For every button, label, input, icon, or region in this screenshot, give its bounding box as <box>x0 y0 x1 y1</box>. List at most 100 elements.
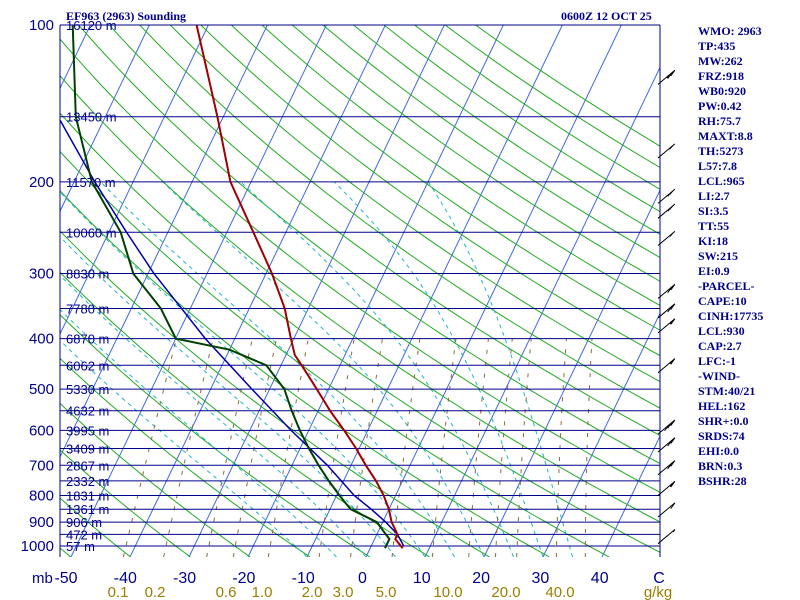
dewpoint-line <box>71 25 391 549</box>
wind-barb <box>657 419 676 435</box>
index-value: LI:2.7 <box>698 189 730 203</box>
pressure-label: 400 <box>29 331 54 348</box>
wind-barb <box>657 188 676 204</box>
index-value: TT:55 <box>698 219 730 233</box>
index-value: LCL:965 <box>698 174 745 188</box>
height-label: 3409 m <box>66 441 109 456</box>
dry-adiabat-line <box>292 25 660 282</box>
index-value: STM:40/21 <box>698 384 756 398</box>
dry-adiabat-line <box>60 112 660 553</box>
temperature-tick-label: 40 <box>591 570 609 587</box>
mixing-ratio-label: 0.6 <box>216 584 237 600</box>
height-label: 10060 m <box>66 225 117 240</box>
index-value: HEL:162 <box>698 399 746 413</box>
index-value: -WIND- <box>698 369 740 383</box>
dry-adiabat-line <box>60 150 610 557</box>
dry-adiabat-line <box>60 449 191 557</box>
index-value: SI:3.5 <box>698 204 729 218</box>
isotherm-line <box>542 312 660 557</box>
temperature-tick-label: 10 <box>413 570 431 587</box>
sounding-profiles <box>60 25 405 549</box>
parcel-trace-line <box>60 118 405 547</box>
mixing-ratio-line <box>350 338 383 557</box>
mixing-ratio-label: 2.0 <box>302 584 323 600</box>
temperature-line <box>195 25 404 549</box>
temperature-tick-label: -10 <box>292 570 315 587</box>
index-value: RH:75.7 <box>698 114 741 128</box>
index-value: PW:0.42 <box>698 99 742 113</box>
mixing-ratio-label: 3.0 <box>333 584 354 600</box>
index-value: LCL:930 <box>698 324 745 338</box>
index-value: BSHR:28 <box>698 474 747 488</box>
index-value: LFC:-1 <box>698 354 736 368</box>
pressure-label: 700 <box>29 457 54 474</box>
moist-adiabat-line <box>333 181 544 557</box>
height-label: 6062 m <box>66 358 109 373</box>
pressure-label: 1000 <box>21 538 54 555</box>
dry-adiabat-line <box>261 25 660 307</box>
dry-adiabat-line <box>230 25 660 331</box>
moist-adiabat-line <box>60 274 367 557</box>
wind-barb <box>657 69 676 85</box>
mixing-ratio-label: 40.0 <box>545 584 574 600</box>
index-value: KI:18 <box>698 234 728 248</box>
index-value: -PARCEL- <box>698 279 755 293</box>
height-label: 8830 m <box>66 267 109 282</box>
dry-adiabat-line <box>200 25 660 357</box>
mixing-ratio-line <box>206 338 253 557</box>
height-label: 13450 m <box>66 110 117 125</box>
height-label: 1361 m <box>66 502 109 517</box>
dry-adiabat-line <box>60 357 311 557</box>
temperature-tick-label: -20 <box>232 570 255 587</box>
height-label: 472 m <box>66 527 102 542</box>
index-value: EHI:0.0 <box>698 444 740 458</box>
mixing-ratio-label: g/kg <box>644 584 672 600</box>
dry-adiabat-line <box>60 402 251 557</box>
index-value: SHR+:0.0 <box>698 414 749 428</box>
dry-adiabat-line <box>108 25 660 437</box>
temperature-tick-label: 0 <box>358 570 367 587</box>
index-value: WB0:920 <box>698 84 746 98</box>
wind-barb <box>657 502 676 518</box>
indices-panel: WMO: 2963 TP:435 MW:262 FRZ:918 WB0:920 PW:0.… <box>698 24 763 489</box>
mixing-ratio-line <box>555 338 567 557</box>
moist-adiabat-line <box>60 339 308 557</box>
height-label: 57 m <box>66 539 95 554</box>
height-label: 5330 m <box>66 382 109 397</box>
isotherm-line <box>188 25 445 557</box>
index-value: TP:435 <box>698 39 736 53</box>
wind-barb <box>657 230 676 246</box>
isobar-lines <box>59 24 661 557</box>
height-label: 16120 m <box>66 18 117 33</box>
index-value: BRN:0.3 <box>698 459 743 473</box>
height-label: 906 m <box>66 515 102 530</box>
isotherm-line <box>601 435 660 557</box>
chart-title: EF963 (2963) Sounding <box>66 9 187 23</box>
dry-adiabat-line <box>60 190 550 557</box>
temperature-tick-label: -40 <box>114 570 137 587</box>
mixing-ratio-line <box>431 338 457 557</box>
mixing-ratio-line <box>232 338 277 557</box>
dry-adiabat-line <box>60 38 660 493</box>
index-value: TH:5273 <box>698 144 744 158</box>
temperature-tick-label: -30 <box>173 570 196 587</box>
height-label: 2867 m <box>66 458 109 473</box>
index-value: CAP:2.7 <box>698 339 742 353</box>
height-label: 1831 m <box>66 488 109 503</box>
mixing-ratio-label: 5.0 <box>376 584 397 600</box>
index-value: SW:215 <box>698 249 739 263</box>
temperature-tick-label: C <box>653 570 665 587</box>
moist-adiabat-line <box>162 181 485 557</box>
pressure-label: 600 <box>29 422 54 439</box>
wind-barb <box>657 318 676 334</box>
moist-adiabat-line <box>60 308 337 557</box>
height-label: 2332 m <box>66 474 109 489</box>
isotherm-line <box>365 25 622 557</box>
wind-barb <box>657 437 676 453</box>
pressure-label: 200 <box>29 174 54 191</box>
moist-adiabat-line <box>427 181 573 557</box>
isotherm-line <box>129 25 386 557</box>
wind-barb <box>657 480 676 496</box>
dry-adiabat-line <box>139 25 660 409</box>
isotherm-line <box>424 66 660 557</box>
